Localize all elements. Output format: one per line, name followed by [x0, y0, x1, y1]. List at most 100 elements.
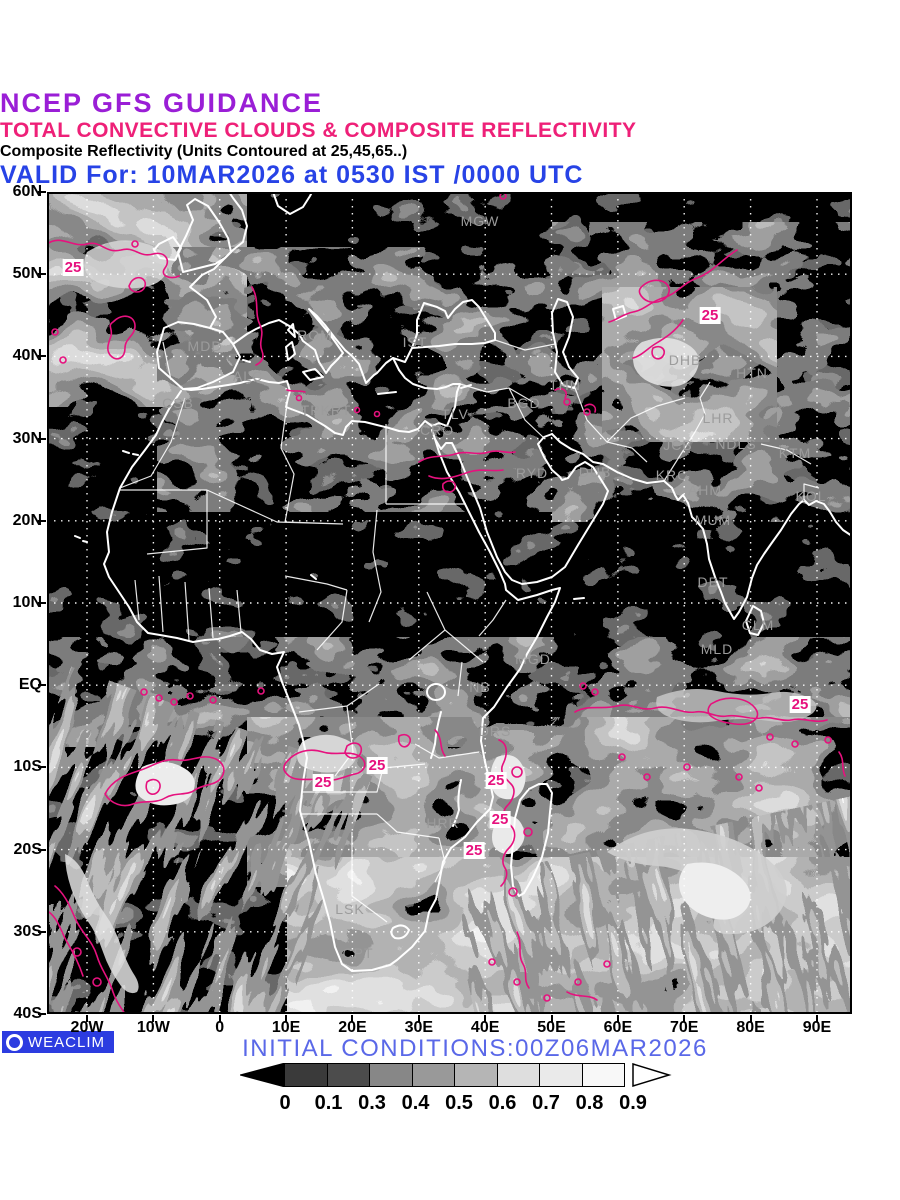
station-label: NDLS	[715, 436, 757, 452]
contour-value-label: 25	[463, 842, 485, 859]
colorbar-cell	[326, 1063, 370, 1087]
weaclim-logo: WEACLIM	[2, 1031, 115, 1053]
colorbar-tick-label: 0.1	[314, 1092, 343, 1114]
station-label: LSK	[335, 901, 365, 917]
station-label: MUM	[694, 512, 732, 528]
station-label: ROM	[297, 327, 333, 343]
station-label: TPKRT	[300, 402, 352, 418]
x-axis-tick	[683, 1015, 686, 1022]
cloud-layer	[47, 192, 852, 1014]
station-label: MGW	[460, 213, 500, 229]
colorbar-tick-label: 0.9	[619, 1092, 647, 1114]
y-axis-tick	[38, 684, 46, 687]
y-axis-label: 30S	[13, 922, 42, 940]
station-label: CSB	[162, 395, 194, 411]
station-label: KOL	[795, 488, 827, 504]
map-plot-area	[46, 191, 853, 1015]
colorbar-cell	[284, 1063, 328, 1087]
contour-value-label: 25	[699, 307, 721, 324]
station-label: KRC	[655, 467, 689, 483]
contour-value-label: 25	[366, 757, 388, 774]
y-axis-label: 20S	[13, 840, 42, 858]
y-axis-tick	[38, 848, 46, 851]
station-label: KTM	[778, 445, 812, 461]
station-label: TLV	[441, 406, 469, 422]
station-label: RYD	[515, 465, 549, 481]
initial-conditions-text: INITIAL CONDITIONS:00Z06MAR2026	[242, 1035, 708, 1062]
colorbar-tick-label: 0.3	[358, 1092, 386, 1114]
x-axis-label: 10W	[136, 1019, 170, 1036]
contour-value-label: 25	[312, 774, 334, 791]
x-axis-tick	[484, 1015, 487, 1022]
station-label: JCB	[663, 437, 693, 453]
station-label: DUB	[578, 464, 612, 480]
country-borders	[119, 339, 820, 923]
colorbar-tick-label: 0.8	[575, 1092, 604, 1114]
x-axis-tick	[152, 1015, 155, 1022]
colorbar-cell	[369, 1063, 413, 1087]
y-axis-tick	[38, 1013, 46, 1015]
x-axis-tick	[815, 1015, 818, 1022]
colorbar-cell	[539, 1063, 583, 1087]
y-axis-label: 10S	[13, 758, 42, 776]
colorbar-tick-label: 0.6	[488, 1092, 517, 1114]
coastlines	[74, 191, 853, 972]
title-product: TOTAL CONVECTIVE CLOUDS & COMPOSITE REFL…	[0, 119, 637, 142]
y-axis-tick	[38, 191, 46, 193]
station-label: LHR	[702, 410, 734, 426]
y-axis-tick	[38, 437, 46, 440]
station-label: CLM	[741, 617, 775, 633]
y-axis-label: 60N	[12, 183, 42, 200]
colorbar-cell	[454, 1063, 498, 1087]
x-axis-label: 20E	[338, 1019, 367, 1036]
station-label: MLD	[700, 641, 734, 657]
station-label: DRS	[478, 723, 512, 739]
x-axis-tick	[351, 1015, 354, 1022]
station-label: AHM	[687, 482, 723, 498]
contour-value-label: 25	[489, 811, 511, 828]
station-label: DHB	[668, 352, 702, 368]
station-label: DBT	[697, 574, 729, 590]
station-label: MGD	[515, 651, 551, 667]
x-axis-label: 40E	[470, 1019, 500, 1036]
y-axis-label: 40N	[12, 347, 42, 365]
station-label: ALC	[232, 368, 264, 384]
station-label: THN	[549, 377, 581, 393]
contour-value-label: 25	[485, 772, 507, 789]
x-axis-label: 0	[215, 1019, 225, 1036]
x-axis-label: 60E	[603, 1019, 633, 1036]
y-axis-tick	[38, 273, 46, 276]
colorbar-left-arrow	[240, 1063, 286, 1087]
x-axis-tick	[218, 1015, 221, 1022]
title-valid-time: VALID For: 10MAR2026 at 0530 IST /0000 U…	[0, 161, 584, 189]
y-axis-tick	[38, 930, 46, 933]
y-axis-label: 10N	[12, 594, 42, 611]
y-axis-tick	[38, 602, 46, 604]
station-label: CRO	[419, 422, 455, 438]
x-axis-label: 30E	[404, 1019, 434, 1036]
contour-value-label: 25	[789, 696, 811, 713]
title-ncep-gfs: NCEP GFS GUIDANCE	[0, 88, 324, 118]
contour-value-label: 25	[62, 259, 84, 276]
colorbar-tick-label: 0	[279, 1092, 291, 1114]
x-axis-label: 50E	[537, 1019, 566, 1036]
x-axis-label: 10E	[271, 1019, 301, 1036]
colorbar-tick-label: 0.7	[532, 1092, 560, 1114]
colorbar-tick-label: 0.4	[401, 1092, 430, 1114]
plot-frame	[47, 192, 852, 1014]
station-label: NB	[469, 679, 491, 695]
y-axis-label: 50N	[12, 265, 42, 283]
y-axis-label: 30N	[12, 429, 42, 447]
station-label: HRR	[426, 815, 460, 831]
x-axis-label: 80E	[736, 1019, 765, 1036]
colorbar-cell	[411, 1063, 455, 1087]
title-units: Composite Reflectivity (Units Contoured …	[0, 143, 408, 160]
station-label: BGD	[507, 395, 541, 411]
y-axis-tick	[38, 766, 46, 769]
logo-text: WEACLIM	[28, 1033, 106, 1051]
x-axis-tick	[749, 1015, 752, 1022]
station-label: HTN	[736, 365, 768, 381]
x-axis-label: 90E	[802, 1019, 832, 1036]
x-axis-tick	[285, 1015, 288, 1022]
